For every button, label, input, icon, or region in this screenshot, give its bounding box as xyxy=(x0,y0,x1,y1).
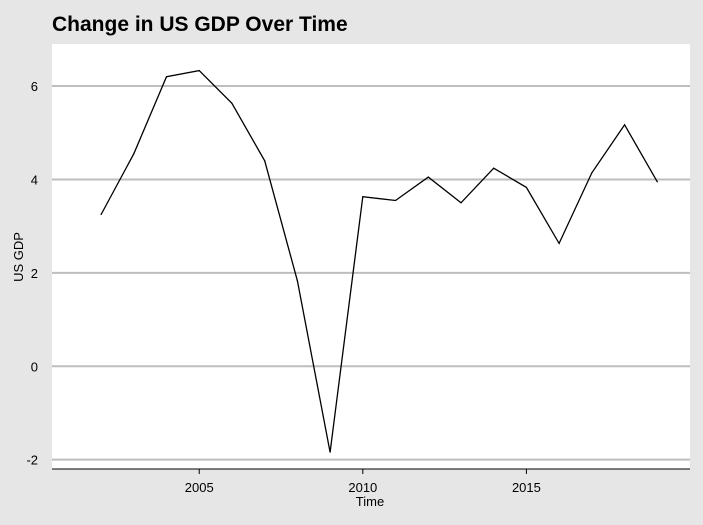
data-point xyxy=(591,172,593,174)
x-ticks: 2005 2010 2015 xyxy=(185,469,541,495)
y-tick-label: 2 xyxy=(31,266,38,281)
y-ticks: -2 0 2 4 6 xyxy=(26,79,38,468)
data-point xyxy=(558,242,560,245)
data-point xyxy=(427,176,429,178)
data-point xyxy=(231,102,233,104)
y-tick-label: 0 xyxy=(31,359,38,374)
data-point xyxy=(525,186,528,188)
data-point xyxy=(362,196,364,198)
x-axis-title: Time xyxy=(356,494,384,509)
chart-title: Change in US GDP Over Time xyxy=(52,13,348,36)
x-tick-label: 2015 xyxy=(512,480,541,495)
plot-panel xyxy=(52,44,690,469)
data-point xyxy=(623,124,626,126)
y-tick-label: 4 xyxy=(31,172,38,187)
data-point xyxy=(493,167,495,169)
grid-lines xyxy=(52,85,690,461)
data-point xyxy=(656,181,658,183)
data-point xyxy=(165,76,168,78)
y-axis-title: US GDP xyxy=(11,232,26,282)
series-line xyxy=(100,69,658,453)
y-tick-label: -2 xyxy=(26,453,38,468)
y-tick-label: 6 xyxy=(31,79,38,94)
data-point xyxy=(198,70,200,72)
data-point xyxy=(100,213,102,216)
series-group xyxy=(100,69,658,453)
data-point xyxy=(264,160,266,162)
data-point xyxy=(460,202,462,204)
data-point xyxy=(394,199,397,202)
x-tick-label: 2005 xyxy=(185,480,214,495)
data-point xyxy=(133,153,135,155)
data-point xyxy=(329,451,331,453)
x-tick-label: 2010 xyxy=(348,480,377,495)
data-point xyxy=(296,280,298,282)
